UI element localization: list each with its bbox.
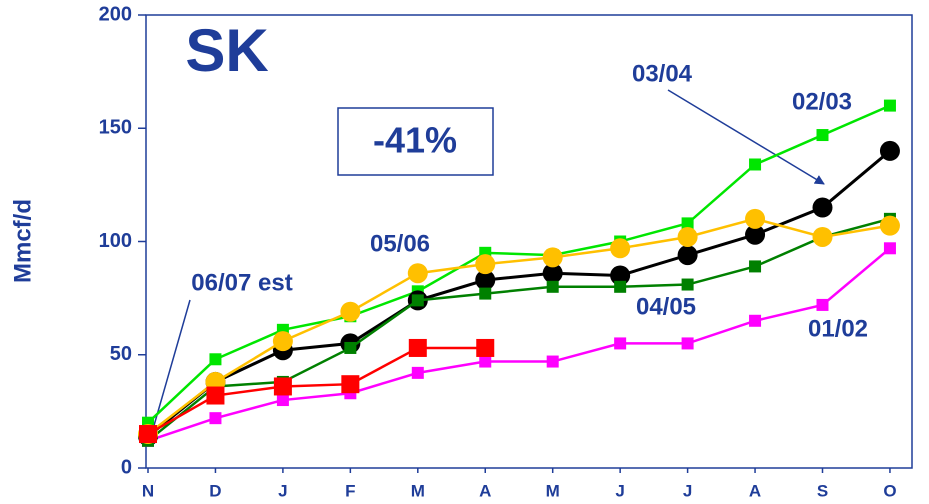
series-line (147, 247, 891, 443)
point (677, 245, 698, 266)
x-tick-label: D (209, 481, 221, 500)
series-line (147, 217, 891, 436)
series-label: 04/05 (636, 293, 696, 320)
x-tick-label: J (615, 481, 624, 500)
series-label: 01/02 (808, 315, 868, 342)
series-label: 02/03 (792, 88, 852, 115)
point (610, 238, 631, 259)
point (408, 338, 427, 357)
point (681, 278, 694, 291)
point (816, 129, 829, 142)
point (749, 314, 762, 327)
series-label: 03/04 (632, 60, 693, 87)
y-tick-label: 50 (110, 343, 132, 365)
series-label: 06/07 est (191, 269, 292, 296)
point (209, 412, 222, 425)
x-tick-label: A (479, 481, 491, 500)
point (546, 280, 559, 293)
point (614, 337, 627, 350)
point (610, 265, 631, 286)
point (273, 377, 292, 396)
point (681, 217, 694, 230)
point (344, 341, 357, 354)
point (614, 280, 627, 293)
point (816, 298, 829, 311)
x-tick-label: A (749, 481, 761, 500)
point (272, 331, 293, 352)
annotation: -41% (373, 120, 457, 161)
x-tick-label: N (142, 481, 154, 500)
point (209, 353, 222, 366)
arrow (667, 89, 825, 185)
x-tick-label: O (883, 481, 896, 500)
point (883, 99, 896, 112)
y-tick-label: 200 (99, 3, 132, 25)
point (475, 270, 496, 291)
y-tick-label: 0 (121, 456, 132, 478)
chart-title: SK (185, 17, 268, 84)
point (883, 242, 896, 255)
point (812, 226, 833, 247)
x-tick-label: J (683, 481, 692, 500)
point (542, 247, 563, 268)
series-label: 05/06 (370, 230, 430, 257)
x-tick-label: F (345, 481, 355, 500)
y-tick-label: 150 (99, 117, 132, 139)
series-line (147, 149, 891, 438)
point (479, 355, 492, 368)
point (476, 338, 495, 357)
x-tick-label: J (278, 481, 287, 500)
point (745, 224, 766, 245)
point (341, 375, 360, 394)
point (411, 294, 424, 307)
point (542, 263, 563, 284)
x-tick-label: M (546, 481, 560, 500)
point (139, 425, 157, 444)
point (475, 254, 496, 275)
point (749, 260, 762, 273)
point (812, 197, 833, 218)
point (677, 226, 698, 247)
series-line (147, 217, 891, 442)
point (745, 208, 766, 229)
point (206, 386, 225, 405)
series-line (147, 346, 486, 436)
x-tick-label: M (411, 481, 425, 500)
x-tick-label: S (817, 481, 828, 500)
point (879, 140, 900, 161)
point (749, 158, 762, 171)
point (411, 366, 424, 379)
y-axis-label: Mmcf/d (9, 199, 36, 283)
y-tick-label: 100 (99, 230, 132, 252)
point (546, 355, 559, 368)
point (879, 215, 900, 236)
point (276, 394, 289, 407)
point (340, 301, 361, 322)
series-line (147, 104, 891, 424)
annotation-box (337, 107, 494, 176)
point (479, 287, 492, 300)
point (681, 337, 694, 350)
point (407, 263, 428, 284)
